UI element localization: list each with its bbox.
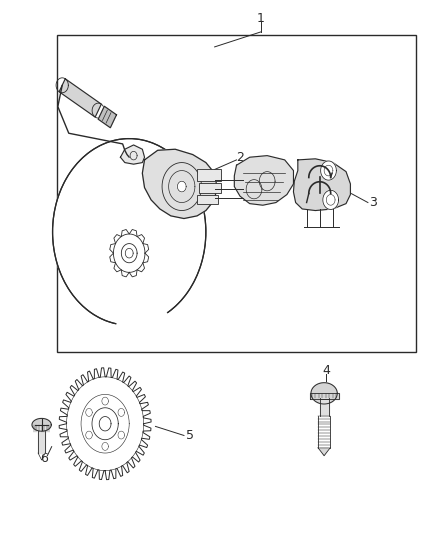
- Polygon shape: [86, 431, 92, 439]
- Bar: [57, 35, 416, 352]
- Polygon shape: [32, 418, 51, 431]
- Polygon shape: [120, 145, 145, 164]
- Polygon shape: [98, 106, 117, 128]
- Bar: [197, 169, 221, 181]
- Bar: [199, 183, 221, 193]
- Polygon shape: [234, 156, 293, 205]
- Polygon shape: [320, 448, 328, 456]
- Polygon shape: [99, 417, 111, 431]
- Bar: [197, 195, 218, 204]
- Polygon shape: [102, 397, 108, 405]
- Polygon shape: [323, 190, 339, 209]
- Polygon shape: [102, 442, 108, 450]
- Polygon shape: [320, 398, 328, 416]
- Polygon shape: [293, 159, 350, 211]
- Polygon shape: [59, 79, 101, 117]
- Text: 3: 3: [369, 196, 377, 209]
- Polygon shape: [321, 161, 336, 180]
- Polygon shape: [59, 368, 151, 480]
- Polygon shape: [86, 408, 92, 416]
- Polygon shape: [142, 149, 217, 219]
- Polygon shape: [110, 230, 148, 277]
- Polygon shape: [177, 181, 186, 192]
- Polygon shape: [125, 248, 133, 258]
- Polygon shape: [118, 431, 124, 439]
- Text: 5: 5: [186, 430, 194, 442]
- Polygon shape: [310, 393, 339, 399]
- Polygon shape: [118, 408, 124, 416]
- Polygon shape: [311, 383, 337, 404]
- Text: 6: 6: [40, 452, 48, 465]
- Text: 2: 2: [236, 151, 244, 164]
- Polygon shape: [38, 425, 45, 453]
- Polygon shape: [53, 139, 206, 324]
- Text: 4: 4: [322, 365, 330, 377]
- Text: 1: 1: [257, 12, 265, 25]
